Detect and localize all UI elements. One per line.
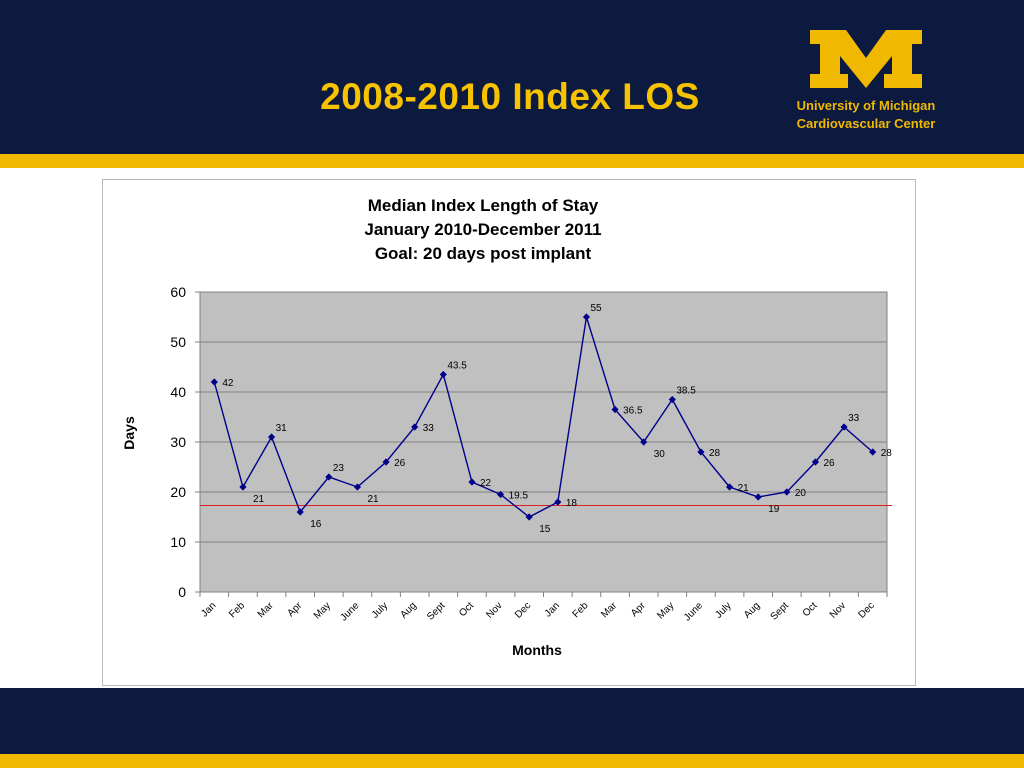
x-tick-label: Feb xyxy=(571,600,591,620)
y-tick-label: 20 xyxy=(170,484,186,500)
x-tick-label: Feb xyxy=(227,600,247,620)
data-point-marker xyxy=(754,493,762,501)
data-point-marker xyxy=(869,448,877,456)
data-point-marker xyxy=(640,438,648,446)
data-label: 16 xyxy=(310,519,322,530)
x-tick-label: Sept xyxy=(425,600,447,622)
y-tick-label: 60 xyxy=(170,284,186,300)
y-tick-label: 30 xyxy=(170,434,186,450)
data-label: 26 xyxy=(823,458,835,469)
data-label: 20 xyxy=(795,488,807,499)
data-label: 19 xyxy=(768,504,780,515)
header-stripe xyxy=(0,154,1024,168)
data-point-marker xyxy=(411,423,419,431)
data-point-marker xyxy=(697,448,705,456)
data-point-marker xyxy=(840,423,848,431)
x-tick-label: Sept xyxy=(769,600,791,622)
data-point-marker xyxy=(668,395,676,404)
x-tick-label: Mar xyxy=(599,600,619,620)
data-label: 23 xyxy=(333,463,345,474)
data-point-marker xyxy=(353,483,362,491)
y-tick-label: 50 xyxy=(170,334,186,350)
x-tick-label: Nov xyxy=(484,600,504,620)
data-label: 38.5 xyxy=(676,386,696,397)
x-tick-label: July xyxy=(713,600,733,620)
series-line xyxy=(213,316,874,518)
logo-line-university: University of Michigan xyxy=(796,98,936,113)
data-label: 42 xyxy=(222,378,234,389)
y-tick-label: 10 xyxy=(170,534,186,550)
data-point-marker xyxy=(525,513,533,521)
data-label: 28 xyxy=(709,448,721,459)
data-label: 15 xyxy=(539,524,551,535)
data-label: 33 xyxy=(848,413,860,424)
data-label: 22 xyxy=(480,478,492,489)
x-tick-label: Aug xyxy=(398,600,418,620)
x-tick-label: Jan xyxy=(199,600,218,619)
slide-title: 2008-2010 Index LOS xyxy=(320,76,700,117)
x-tick-label: June xyxy=(338,600,361,623)
data-point-marker xyxy=(783,488,791,496)
data-label: 19.5 xyxy=(509,491,529,502)
x-axis-label: Months xyxy=(512,642,562,658)
x-tick-label: Jan xyxy=(543,600,562,619)
data-point-marker xyxy=(296,508,304,516)
data-label: 55 xyxy=(590,303,602,314)
data-label: 30 xyxy=(654,449,666,460)
block-m-logo xyxy=(810,30,922,88)
x-tick-label: Apr xyxy=(286,600,305,619)
x-tick-label: Dec xyxy=(513,600,533,620)
x-tick-label: Mar xyxy=(256,600,276,620)
data-point-marker xyxy=(439,370,447,379)
y-tick-label: 0 xyxy=(178,584,186,600)
data-point-marker xyxy=(611,405,619,414)
data-label: 26 xyxy=(394,458,406,469)
data-point-marker xyxy=(239,483,247,491)
data-label: 21 xyxy=(253,494,265,505)
footer-band xyxy=(0,688,1024,754)
y-axis-label: Days xyxy=(121,416,137,450)
x-tick-label: May xyxy=(655,600,676,621)
data-label: 33 xyxy=(423,423,435,434)
data-label: 28 xyxy=(881,448,893,459)
data-point-marker xyxy=(554,498,562,506)
data-point-marker xyxy=(210,378,218,386)
x-tick-label: Oct xyxy=(457,600,476,619)
data-label: 18 xyxy=(566,498,578,509)
x-tick-label: Dec xyxy=(856,600,876,620)
x-tick-label: May xyxy=(312,600,333,621)
data-label: 21 xyxy=(367,494,379,505)
chart-frame: Median Index Length of Stay January 2010… xyxy=(102,179,916,686)
logo-line-center: Cardiovascular Center xyxy=(796,116,936,131)
data-point-marker xyxy=(325,473,333,481)
x-tick-label: Aug xyxy=(742,600,762,620)
chart-title-line-1: Median Index Length of Stay xyxy=(368,196,599,215)
data-point-marker xyxy=(811,458,820,466)
chart-title-line-2: January 2010-December 2011 xyxy=(364,220,601,239)
line-chart: Median Index Length of Stay January 2010… xyxy=(121,196,893,658)
data-point-marker xyxy=(496,490,505,499)
university-logo: University of Michigan Cardiovascular Ce… xyxy=(786,26,946,136)
data-label: 31 xyxy=(276,423,288,434)
header-band xyxy=(0,0,1024,154)
data-label: 43.5 xyxy=(447,361,467,372)
data-point-marker xyxy=(468,478,476,486)
data-point-marker xyxy=(382,458,390,466)
y-tick-label: 40 xyxy=(170,384,186,400)
data-label: 21 xyxy=(738,483,750,494)
x-tick-label: Nov xyxy=(828,600,848,620)
x-tick-label: July xyxy=(370,600,390,620)
data-point-marker xyxy=(582,313,591,321)
data-label: 36.5 xyxy=(623,406,643,417)
x-tick-label: Apr xyxy=(629,600,648,619)
x-tick-label: Oct xyxy=(801,600,820,619)
data-point-marker xyxy=(267,433,276,441)
x-tick-label: June xyxy=(682,600,705,623)
footer-stripe xyxy=(0,754,1024,768)
data-point-marker xyxy=(725,483,734,491)
chart-title-line-3: Goal: 20 days post implant xyxy=(375,244,592,263)
